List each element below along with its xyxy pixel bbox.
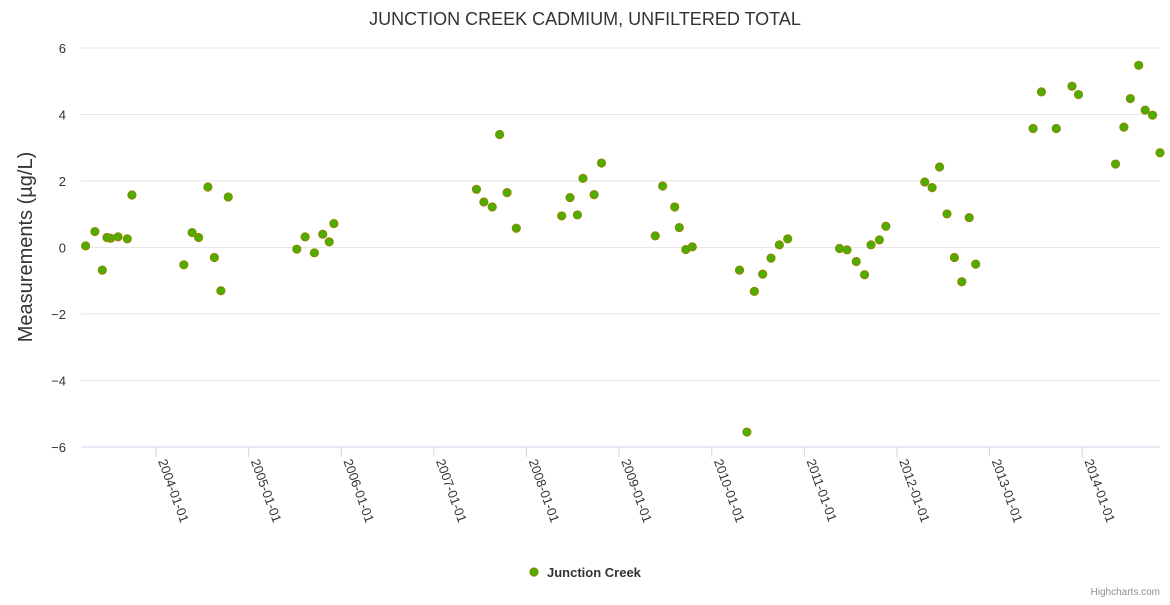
data-point[interactable] <box>834 243 845 254</box>
data-point[interactable] <box>572 210 583 220</box>
data-point[interactable] <box>964 212 974 223</box>
data-point[interactable] <box>187 227 197 238</box>
data-point[interactable] <box>1051 123 1061 134</box>
data-point[interactable] <box>495 129 505 140</box>
data-point[interactable] <box>866 240 876 250</box>
data-point[interactable] <box>216 286 226 296</box>
y-tick-label: 4 <box>59 108 66 123</box>
data-point[interactable] <box>479 197 489 207</box>
data-point[interactable] <box>511 223 521 233</box>
data-point[interactable] <box>329 218 339 229</box>
data-point[interactable] <box>1119 122 1129 132</box>
data-point[interactable] <box>578 173 588 183</box>
y-tick-label: 6 <box>59 41 66 56</box>
legend-label[interactable]: Junction Creek <box>547 565 642 580</box>
data-point[interactable] <box>223 192 233 202</box>
data-point[interactable] <box>927 183 937 193</box>
data-point[interactable] <box>920 177 930 187</box>
data-point[interactable] <box>881 221 891 231</box>
data-point[interactable] <box>674 222 684 233</box>
data-point[interactable] <box>1028 123 1038 134</box>
data-point[interactable] <box>179 260 189 270</box>
data-point[interactable] <box>758 269 768 279</box>
data-point[interactable] <box>734 265 745 275</box>
data-point[interactable] <box>487 202 497 212</box>
legend-marker[interactable] <box>529 567 539 577</box>
data-point[interactable] <box>658 181 668 191</box>
data-point[interactable] <box>127 190 137 200</box>
data-point[interactable] <box>774 240 784 250</box>
data-point[interactable] <box>81 241 91 251</box>
data-point[interactable] <box>309 248 319 258</box>
data-point[interactable] <box>300 232 310 242</box>
data-point[interactable] <box>851 256 861 267</box>
data-point[interactable] <box>102 232 112 243</box>
data-point[interactable] <box>90 226 100 237</box>
data-point[interactable] <box>766 253 776 263</box>
data-point[interactable] <box>1125 93 1135 104</box>
data-point[interactable] <box>1140 105 1150 115</box>
y-tick-label: 2 <box>59 174 66 189</box>
data-point[interactable] <box>292 244 302 254</box>
data-point[interactable] <box>859 270 870 280</box>
y-axis-ticks: −6 −4 −2 0 2 4 6 <box>51 41 66 455</box>
y-tick-label: −2 <box>51 307 66 322</box>
data-point[interactable] <box>318 229 328 239</box>
data-point[interactable] <box>749 286 759 296</box>
data-point[interactable] <box>1036 87 1047 97</box>
data-point[interactable] <box>194 232 204 243</box>
data-point[interactable] <box>1155 148 1165 158</box>
data-point[interactable] <box>97 265 107 275</box>
data-point[interactable] <box>742 427 752 437</box>
data-point[interactable] <box>502 188 512 198</box>
data-point[interactable] <box>650 231 660 241</box>
data-point[interactable] <box>565 193 575 203</box>
data-point[interactable] <box>670 202 680 212</box>
data-point[interactable] <box>557 211 567 221</box>
data-point[interactable] <box>209 252 219 263</box>
data-point[interactable] <box>942 209 952 219</box>
y-axis-label: Measurements (µg/L) <box>15 152 37 342</box>
data-point[interactable] <box>1134 60 1144 70</box>
data-point[interactable] <box>203 182 213 192</box>
data-point[interactable] <box>596 158 607 168</box>
data-point[interactable] <box>874 235 884 245</box>
data-point[interactable] <box>957 277 967 287</box>
credits-link[interactable]: Highcharts.com <box>1091 587 1160 598</box>
data-point[interactable] <box>589 190 599 200</box>
data-point[interactable] <box>783 234 793 244</box>
series-junction-creek <box>81 60 1165 437</box>
data-point[interactable] <box>1147 110 1158 120</box>
data-point[interactable] <box>324 237 334 247</box>
data-point[interactable] <box>122 234 132 244</box>
y-gridlines <box>81 47 1160 381</box>
data-point[interactable] <box>1073 89 1084 100</box>
legend[interactable]: Junction Creek <box>529 565 642 580</box>
data-point[interactable] <box>1110 159 1121 169</box>
data-point[interactable] <box>971 259 981 269</box>
data-point[interactable] <box>842 245 852 255</box>
data-point[interactable] <box>1067 81 1077 91</box>
chart-title: JUNCTION CREEK CADMIUM, UNFILTERED TOTAL <box>369 9 801 29</box>
y-tick-label: 0 <box>59 241 66 256</box>
y-tick-label: −4 <box>51 374 66 389</box>
data-point[interactable] <box>113 232 123 242</box>
data-point[interactable] <box>934 162 945 172</box>
y-tick-label: −6 <box>51 440 66 455</box>
data-point[interactable] <box>471 184 482 194</box>
data-point[interactable] <box>949 252 959 263</box>
data-point[interactable] <box>687 242 697 252</box>
